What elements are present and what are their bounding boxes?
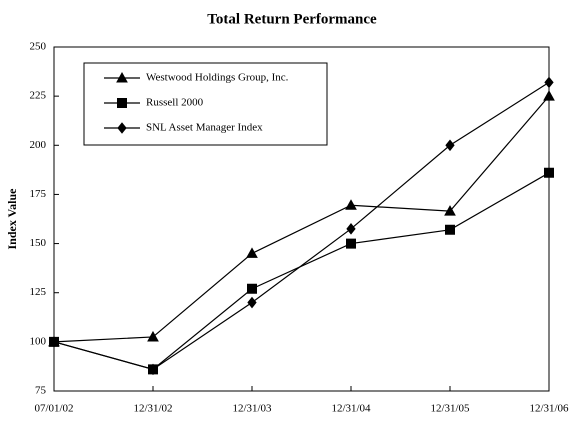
x-tick-label: 12/31/06 [529, 403, 569, 415]
data-point [49, 336, 59, 348]
data-point [247, 296, 257, 309]
y-tick-label: 175 [30, 188, 47, 200]
y-tick-label: 100 [30, 335, 47, 347]
data-point [444, 205, 456, 216]
data-point [345, 199, 357, 210]
data-point [445, 224, 455, 235]
data-point [247, 283, 257, 294]
y-tick-label: 250 [30, 41, 47, 53]
legend-marker [117, 122, 127, 134]
legend-label: Russell 2000 [146, 97, 204, 109]
data-point [147, 330, 159, 342]
legend-marker [116, 71, 128, 83]
legend-marker [117, 98, 127, 108]
chart-title: Total Return Performance [207, 11, 377, 27]
data-point [148, 363, 158, 376]
x-tick-label: 07/01/02 [34, 403, 73, 415]
data-point [445, 139, 455, 152]
y-tick-label: 200 [30, 139, 47, 151]
data-point [346, 223, 356, 235]
series-line [53, 172, 550, 371]
series-line [53, 95, 550, 343]
x-tick-label: 12/31/04 [331, 403, 371, 415]
x-tick-label: 12/31/03 [232, 403, 272, 415]
plot-frame [53, 46, 550, 392]
data-point [544, 76, 554, 89]
legend-label: SNL Asset Manager Index [146, 122, 263, 134]
data-point [544, 167, 554, 178]
x-tick-label: 12/31/02 [133, 403, 172, 415]
y-axis-label: Index Value [5, 188, 19, 250]
data-point [543, 90, 555, 101]
legend-label: Westwood Holdings Group, Inc. [146, 72, 289, 84]
data-point [346, 238, 356, 249]
y-tick-label: 125 [30, 286, 47, 298]
y-tick-label: 225 [30, 90, 47, 102]
x-tick-label: 12/31/05 [430, 403, 470, 415]
data-point [246, 247, 258, 258]
series-line [53, 81, 550, 371]
y-tick-label: 150 [30, 237, 47, 249]
y-tick-label: 75 [35, 385, 47, 397]
